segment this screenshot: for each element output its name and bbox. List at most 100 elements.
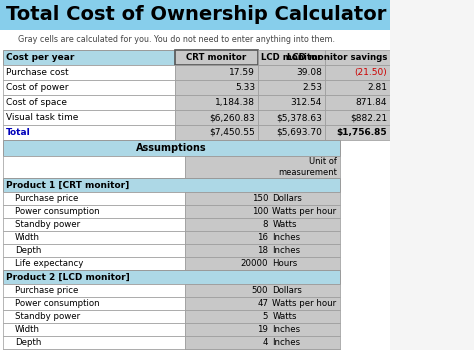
Text: (21.50): (21.50) bbox=[354, 68, 387, 77]
Bar bbox=[185, 156, 340, 178]
Bar bbox=[3, 323, 185, 336]
Bar bbox=[390, 0, 474, 350]
Text: Power consumption: Power consumption bbox=[15, 299, 100, 308]
Text: 5: 5 bbox=[263, 312, 268, 321]
Bar bbox=[185, 192, 340, 205]
Text: 2.53: 2.53 bbox=[302, 83, 322, 92]
Text: LCD monitor savings: LCD monitor savings bbox=[287, 53, 387, 62]
Bar bbox=[175, 65, 258, 80]
Bar bbox=[3, 218, 185, 231]
Text: Width: Width bbox=[15, 233, 40, 242]
Bar bbox=[3, 65, 175, 80]
Bar bbox=[3, 244, 185, 257]
Text: Assumptions: Assumptions bbox=[136, 143, 207, 153]
Text: Power consumption: Power consumption bbox=[15, 207, 100, 216]
Bar bbox=[3, 231, 185, 244]
Bar bbox=[3, 297, 185, 310]
Text: 8: 8 bbox=[263, 220, 268, 229]
Bar bbox=[390, 0, 474, 30]
Bar bbox=[3, 50, 175, 65]
Text: Purchase cost: Purchase cost bbox=[6, 68, 69, 77]
Bar bbox=[3, 284, 185, 297]
Bar bbox=[3, 80, 175, 95]
Text: Inches: Inches bbox=[272, 246, 301, 255]
Text: $5,378.63: $5,378.63 bbox=[276, 113, 322, 122]
Bar bbox=[325, 95, 390, 110]
Text: Cost of power: Cost of power bbox=[6, 83, 69, 92]
Text: Hours: Hours bbox=[272, 259, 298, 268]
Text: 500: 500 bbox=[252, 286, 268, 295]
Text: 47: 47 bbox=[257, 299, 268, 308]
Text: Product 1 [CRT monitor]: Product 1 [CRT monitor] bbox=[6, 181, 129, 189]
Bar bbox=[185, 336, 340, 349]
Text: 17.59: 17.59 bbox=[229, 68, 255, 77]
Text: Purchase price: Purchase price bbox=[15, 194, 78, 203]
Text: Dollars: Dollars bbox=[272, 194, 302, 203]
Bar bbox=[185, 310, 340, 323]
Text: Gray cells are calculated for you. You do not need to enter anything into them.: Gray cells are calculated for you. You d… bbox=[18, 35, 335, 44]
Text: Inches: Inches bbox=[272, 338, 301, 347]
Bar bbox=[185, 349, 340, 350]
Text: Standby power: Standby power bbox=[15, 220, 80, 229]
Text: 2.81: 2.81 bbox=[367, 83, 387, 92]
Text: Watts per hour: Watts per hour bbox=[272, 299, 337, 308]
Bar bbox=[325, 80, 390, 95]
Text: 150: 150 bbox=[252, 194, 268, 203]
Bar bbox=[3, 310, 185, 323]
Text: Life expectancy: Life expectancy bbox=[15, 259, 83, 268]
Text: $6,260.83: $6,260.83 bbox=[209, 113, 255, 122]
Bar bbox=[185, 284, 340, 297]
Bar bbox=[185, 297, 340, 310]
Text: Width: Width bbox=[15, 325, 40, 334]
Text: Depth: Depth bbox=[15, 338, 41, 347]
Bar bbox=[3, 156, 185, 178]
Bar bbox=[3, 336, 185, 349]
Bar bbox=[175, 95, 258, 110]
Bar bbox=[185, 323, 340, 336]
Text: Standby power: Standby power bbox=[15, 312, 80, 321]
Bar bbox=[258, 110, 325, 125]
Bar bbox=[3, 270, 340, 284]
Bar bbox=[258, 50, 325, 65]
Bar bbox=[258, 125, 325, 140]
Text: $882.21: $882.21 bbox=[350, 113, 387, 122]
Text: 4: 4 bbox=[263, 338, 268, 347]
Bar bbox=[185, 257, 340, 270]
Text: 1,184.38: 1,184.38 bbox=[215, 98, 255, 107]
Text: Inches: Inches bbox=[272, 233, 301, 242]
Bar bbox=[258, 65, 325, 80]
Text: 100: 100 bbox=[252, 207, 268, 216]
Bar bbox=[3, 110, 175, 125]
Text: 871.84: 871.84 bbox=[356, 98, 387, 107]
Bar bbox=[185, 205, 340, 218]
Text: Purchase price: Purchase price bbox=[15, 286, 78, 295]
Text: $1,756.85: $1,756.85 bbox=[337, 128, 387, 137]
Bar bbox=[185, 231, 340, 244]
Bar bbox=[3, 95, 175, 110]
Bar bbox=[3, 205, 185, 218]
Bar bbox=[185, 218, 340, 231]
Text: LCD monitor: LCD monitor bbox=[261, 53, 322, 62]
Bar bbox=[175, 110, 258, 125]
Text: Watts: Watts bbox=[272, 312, 297, 321]
Text: CRT monitor: CRT monitor bbox=[186, 53, 246, 62]
Text: Total: Total bbox=[6, 128, 31, 137]
Text: Inches: Inches bbox=[272, 325, 301, 334]
Text: Cost per year: Cost per year bbox=[6, 53, 74, 62]
Text: 312.54: 312.54 bbox=[291, 98, 322, 107]
Bar bbox=[175, 50, 258, 65]
Text: 18: 18 bbox=[257, 246, 268, 255]
Text: Depth: Depth bbox=[15, 246, 41, 255]
Text: 5.33: 5.33 bbox=[235, 83, 255, 92]
Bar bbox=[175, 125, 258, 140]
Text: $5,693.70: $5,693.70 bbox=[276, 128, 322, 137]
Bar bbox=[325, 65, 390, 80]
Text: $7,450.55: $7,450.55 bbox=[209, 128, 255, 137]
Bar bbox=[325, 50, 390, 65]
Bar bbox=[175, 80, 258, 95]
Text: 39.08: 39.08 bbox=[296, 68, 322, 77]
Bar bbox=[0, 0, 474, 30]
Bar bbox=[3, 257, 185, 270]
Text: Visual task time: Visual task time bbox=[6, 113, 78, 122]
Text: 16: 16 bbox=[257, 233, 268, 242]
